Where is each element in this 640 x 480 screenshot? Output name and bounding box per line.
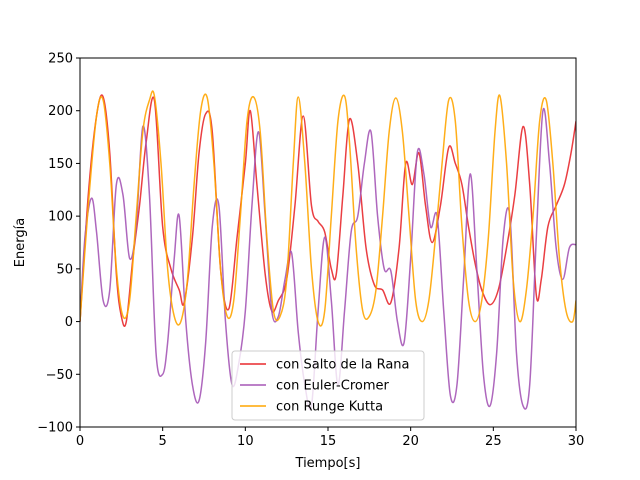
legend-label: con Euler-Cromer <box>276 379 389 394</box>
series-layer <box>80 90 576 411</box>
x-tick-label: 10 <box>237 434 254 449</box>
y-tick-label: 50 <box>56 262 73 277</box>
x-tick-label: 30 <box>568 434 585 449</box>
x-tick-label: 20 <box>402 434 419 449</box>
x-axis-label: Tiempo[s] <box>295 456 361 471</box>
x-tick-label: 5 <box>159 434 167 449</box>
legend-label: con Salto de la Rana <box>276 358 410 373</box>
y-tick-label: 100 <box>48 210 73 225</box>
series-line-1 <box>80 107 576 411</box>
x-tick-label: 15 <box>320 434 337 449</box>
y-axis-label: Energía <box>13 218 28 267</box>
y-tick-label: 0 <box>65 315 73 330</box>
legend: con Salto de la Rana con Euler-Cromer con … <box>231 350 425 421</box>
x-axis-ticks: 0 5 10 15 20 25 30 <box>76 427 584 449</box>
y-tick-label: 150 <box>48 157 73 172</box>
x-tick-label: 0 <box>76 434 84 449</box>
y-tick-label: −100 <box>37 421 73 436</box>
y-tick-label: −50 <box>46 368 73 383</box>
legend-box <box>231 350 425 421</box>
y-axis-ticks: −100 −50 0 50 100 150 200 250 <box>37 52 80 436</box>
y-tick-label: 200 <box>48 104 73 119</box>
series-line-0 <box>80 94 576 327</box>
series-line-2 <box>80 90 576 327</box>
y-tick-label: 250 <box>48 52 73 67</box>
x-tick-label: 25 <box>485 434 502 449</box>
legend-label: con Runge Kutta <box>276 400 383 415</box>
